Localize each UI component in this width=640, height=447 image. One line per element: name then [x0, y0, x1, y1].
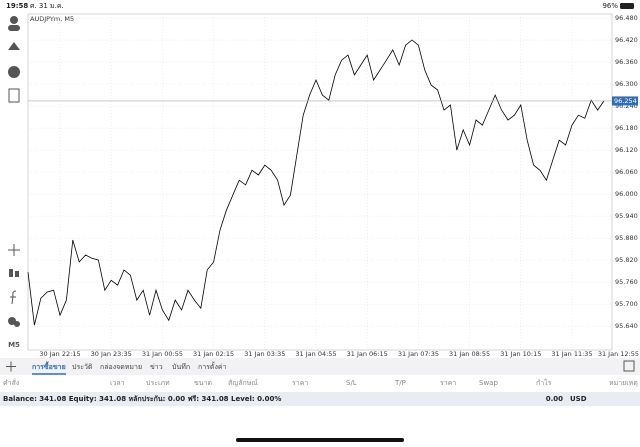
tab[interactable]: ประวัติ: [72, 363, 93, 371]
home-indicator: [236, 438, 404, 442]
battery-level: 96%: [602, 2, 618, 10]
tab-bar: [0, 358, 640, 375]
column-header: S/L: [346, 379, 357, 387]
column-header: ประเภท: [146, 379, 170, 387]
y-tick-label: 95.640: [615, 322, 638, 330]
x-tick-label: 31 Jan 10:15: [500, 350, 541, 358]
price-line: [27, 39, 605, 326]
tab[interactable]: ข่าว: [150, 363, 163, 371]
new-order-button[interactable]: [6, 361, 16, 372]
x-tick-label: 31 Jan 11:35: [551, 350, 592, 358]
tab[interactable]: กล่องจดหมาย: [100, 363, 142, 371]
y-tick-label: 96.120: [615, 146, 638, 154]
x-tick-label: 30 Jan 22:15: [39, 350, 80, 358]
indicator-icon[interactable]: [9, 269, 13, 277]
current-price-box: [612, 96, 638, 106]
x-tick-label: 31 Jan 02:15: [193, 350, 234, 358]
column-header: คำสั่ง: [3, 378, 19, 387]
y-tick-label: 96.480: [615, 14, 638, 22]
crosshair-icon[interactable]: [8, 244, 20, 256]
function-icon[interactable]: [10, 290, 17, 305]
tab[interactable]: การตั้งค่า: [198, 360, 227, 371]
battery-icon: [620, 3, 634, 9]
current-price-label: 96.254: [614, 97, 637, 105]
x-tick-label: 31 Jan 08:55: [449, 350, 490, 358]
timeframe-button[interactable]: M5: [8, 341, 20, 349]
x-tick-label: 30 Jan 23:35: [91, 350, 132, 358]
column-header: ราคา: [440, 379, 456, 387]
column-header: สัญลักษณ์: [228, 379, 258, 387]
layout-button[interactable]: [623, 360, 635, 372]
balance-text: Balance: 341.08 Equity: 341.08 หลักประกั…: [3, 395, 281, 403]
column-header: เวลา: [110, 379, 125, 387]
column-headers: คำสั่ง เวลา ประเภท ขนาด สัญลักษณ์ ราคา S/L T/P ร…: [3, 378, 638, 387]
x-tick-label: 31 Jan 06:15: [347, 350, 388, 358]
chart-symbol: AUDJPYm, M5: [30, 15, 74, 23]
account-icon-body: [8, 25, 20, 31]
y-tick-label: 96.240: [615, 102, 638, 110]
trade-icon[interactable]: [8, 42, 20, 50]
y-tick-label: 95.880: [615, 234, 638, 242]
x-tick-label: 31 Jan 04:55: [295, 350, 336, 358]
indicator-icon-b: [15, 271, 19, 277]
x-tick-label: 31 Jan 00:55: [142, 350, 183, 358]
chat-icon[interactable]: [8, 66, 20, 78]
y-tick-label: 96.180: [615, 124, 638, 132]
tab[interactable]: บันทึก: [172, 362, 190, 371]
column-header: Swap: [479, 379, 498, 387]
y-tick-label: 95.820: [615, 256, 638, 264]
y-tick-label: 96.360: [615, 58, 638, 66]
y-tick-label: 96.420: [615, 36, 638, 44]
objects-icon[interactable]: [8, 317, 16, 325]
y-tick-label: 95.700: [615, 300, 638, 308]
y-tick-label: 95.940: [615, 212, 638, 220]
column-header: ราคา: [292, 379, 308, 387]
add-icon[interactable]: [8, 88, 20, 103]
column-header: หมายเหตุ: [609, 379, 638, 387]
y-tick-label: 96.300: [615, 80, 638, 88]
column-header: กำไร: [536, 378, 552, 387]
chart-frame: [27, 13, 613, 351]
status-date: ศ. 31 ม.ค.: [30, 2, 64, 10]
tab[interactable]: การซื้อขาย: [32, 360, 66, 371]
x-tick-label: 31 Jan 12:55: [598, 350, 639, 358]
x-tick-label: 31 Jan 07:35: [398, 350, 439, 358]
objects-icon-b: [14, 321, 20, 327]
status-time: 19:58: [6, 2, 28, 10]
y-tick-label: 96.000: [615, 190, 638, 198]
y-tick-label: 96.060: [615, 168, 638, 176]
column-header: ขนาด: [194, 379, 212, 387]
tabs: การซื้อขาย ประวัติ กล่องจดหมาย ข่าว บันทึก กา…: [32, 360, 227, 375]
column-header: T/P: [394, 379, 406, 387]
chart: 95.640 95.700 95.760 95.820 95.880 95.940 96.0…: [27, 14, 639, 358]
profit-total: 0.00: [546, 395, 563, 403]
x-tick-label: 31 Jan 03:35: [244, 350, 285, 358]
account-icon[interactable]: [10, 16, 18, 24]
currency: USD: [570, 395, 587, 403]
balance-row-bg: [0, 392, 640, 406]
y-tick-label: 95.760: [615, 278, 638, 286]
left-toolbar: [8, 16, 20, 327]
